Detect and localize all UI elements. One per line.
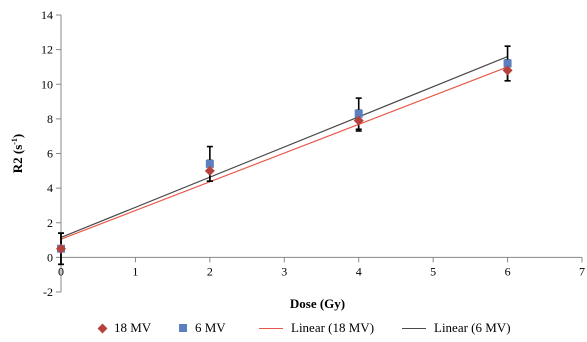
legend: 18 MV 6 MV Linear (18 MV) Linear (6 MV) bbox=[0, 318, 587, 338]
y-tick-label: 2 bbox=[47, 216, 53, 230]
y-axis-title: R2 (s-1) bbox=[10, 134, 25, 174]
x-tick-label: 6 bbox=[505, 264, 511, 278]
trendline bbox=[60, 55, 508, 239]
y-tick-label: 10 bbox=[41, 77, 53, 91]
data-point-diamond bbox=[204, 165, 215, 176]
y-tick-label: 6 bbox=[47, 147, 53, 161]
data-point-square bbox=[503, 59, 512, 68]
legend-item-linear-18mv: Linear (18 MV) bbox=[259, 318, 374, 338]
diamond-marker-icon bbox=[97, 323, 108, 333]
trendline bbox=[60, 66, 508, 240]
y-axis-title-superscript: -1 bbox=[10, 138, 19, 145]
legend-item-linear-6mv: Linear (6 MV) bbox=[402, 318, 511, 338]
x-tick-label: 7 bbox=[579, 264, 585, 278]
error-bars bbox=[58, 45, 511, 266]
y-tick-label: -2 bbox=[43, 285, 53, 299]
y-tick-label: 8 bbox=[47, 112, 53, 126]
y-axis-title-main: R2 (s bbox=[10, 145, 25, 174]
legend-label-18mv: 18 MV bbox=[114, 320, 152, 335]
legend-item-18mv: 18 MV bbox=[97, 318, 152, 338]
line-marker-icon bbox=[259, 327, 283, 329]
y-axis-title-close: ) bbox=[10, 134, 25, 138]
x-axis-title: Dose (Gy) bbox=[290, 296, 345, 311]
legend-label-6mv: 6 MV bbox=[195, 320, 226, 335]
x-tick-label: 5 bbox=[430, 264, 436, 278]
y-axis: -2 0 2 4 6 8 10 12 14 bbox=[41, 8, 62, 299]
data-points bbox=[56, 59, 513, 254]
legend-label-linear-18mv: Linear (18 MV) bbox=[291, 320, 375, 335]
x-tick-label: 3 bbox=[281, 264, 287, 278]
legend-label-linear-6mv: Linear (6 MV) bbox=[434, 320, 511, 335]
trendlines bbox=[60, 55, 508, 240]
y-tick-label: 12 bbox=[41, 43, 53, 57]
x-tick-label: 2 bbox=[207, 264, 213, 278]
x-tick-label: 1 bbox=[132, 264, 138, 278]
y-tick-label: 0 bbox=[47, 250, 53, 264]
data-point-diamond bbox=[502, 65, 513, 76]
y-tick-label: 14 bbox=[41, 8, 53, 22]
legend-item-6mv: 6 MV bbox=[179, 318, 226, 338]
data-point-square bbox=[354, 109, 363, 118]
x-tick-label: 0 bbox=[58, 264, 64, 278]
data-point-diamond bbox=[353, 115, 364, 126]
y-tick-label: 4 bbox=[47, 181, 53, 195]
x-tick-label: 4 bbox=[356, 264, 362, 278]
data-point-diamond bbox=[56, 243, 66, 254]
x-axis: 0 1 2 3 4 5 6 7 bbox=[58, 256, 585, 278]
line-marker-icon bbox=[402, 327, 426, 329]
data-point-square bbox=[205, 159, 214, 168]
square-marker-icon bbox=[179, 324, 187, 332]
